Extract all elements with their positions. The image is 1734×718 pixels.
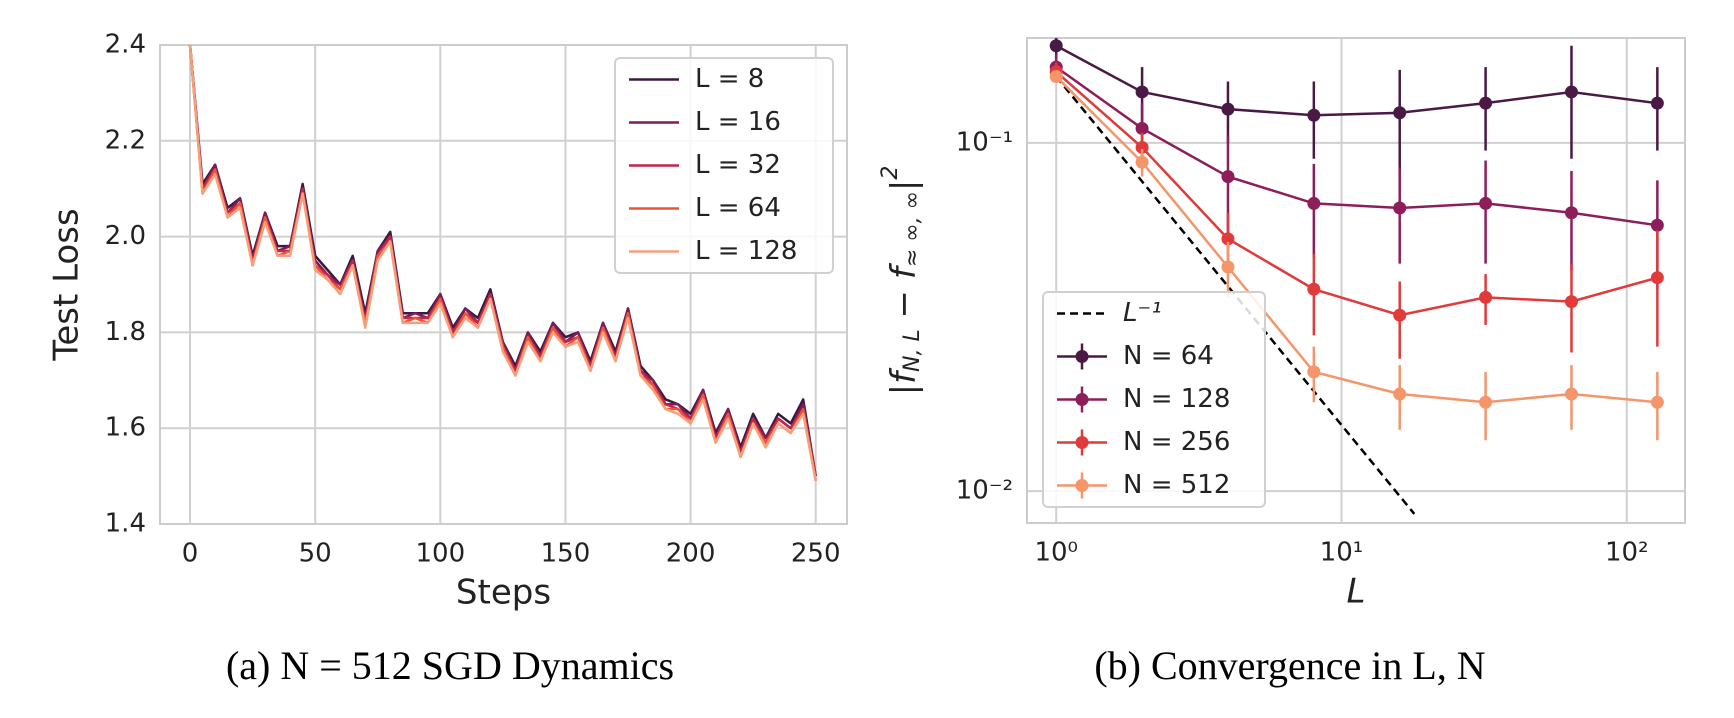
legend-label: L = 32 <box>695 150 781 180</box>
x-tick-label: 10⁰ <box>1034 538 1078 568</box>
x-tick-label: 10¹ <box>1320 538 1364 568</box>
marker <box>1307 108 1321 122</box>
x-tick-label: 0 <box>182 539 199 569</box>
series-line <box>1055 66 1658 227</box>
subplot: 0 50 100 150 200 250 1.4 1.6 1.8 2.0 2.2 2.4 Steps Te… <box>47 30 848 688</box>
legend-swatch-marker <box>1075 479 1089 492</box>
marker <box>1393 106 1407 120</box>
marker <box>1393 387 1407 401</box>
plot-marks <box>1049 38 1664 515</box>
plot-marks <box>188 45 817 482</box>
y-axis-label-part: N, L <box>900 329 925 372</box>
y-tick-label: 10⁻² <box>956 476 1013 506</box>
marker <box>1221 170 1235 184</box>
legend-label: N = 512 <box>1123 470 1230 500</box>
legend-label: N = 64 <box>1123 341 1214 371</box>
marker <box>1650 271 1664 285</box>
series-line <box>1055 70 1658 317</box>
marker <box>1479 395 1493 409</box>
y-tick-label: 1.4 <box>105 509 146 539</box>
y-axis-label: |fN, L − f≈ ∞, ∞|2 <box>878 166 925 396</box>
marker <box>1135 121 1149 135</box>
legend-label: L = 16 <box>695 107 781 137</box>
marker <box>1307 282 1321 296</box>
y-axis-label-part: ≈ ∞, ∞ <box>900 191 925 267</box>
y-tick-label: 2.0 <box>105 221 146 251</box>
marker <box>1650 395 1664 409</box>
legend-box <box>1042 291 1266 508</box>
y-tick-label: 10⁻¹ <box>956 127 1013 157</box>
legend: L⁻¹ N = 64 N = 128 N = 256 N = 512 <box>1042 291 1266 508</box>
y-axis-label-part: − f <box>884 262 924 329</box>
marker <box>1479 96 1493 110</box>
y-axis-label: Test Loss <box>47 208 87 361</box>
x-tick-label: 10² <box>1605 538 1649 568</box>
marker <box>1393 201 1407 215</box>
marker <box>1650 96 1664 110</box>
marker <box>1650 218 1664 232</box>
legend-swatch-marker <box>1075 350 1089 363</box>
x-tick-label: 250 <box>791 539 841 569</box>
marker <box>1049 70 1063 84</box>
y-axis-label-part: | <box>884 180 924 191</box>
marker <box>1135 85 1149 99</box>
subplot: 10⁰ 10¹ 10² 10⁻² 10⁻¹ L |fN, L − f≈ ∞, ∞|2 (b) … <box>878 37 1686 688</box>
legend: L = 8 L = 16 L = 32 L = 64 L = 128 <box>614 57 834 274</box>
marker <box>1135 155 1149 169</box>
series-line <box>1055 44 1658 117</box>
legend-label: L = 128 <box>695 236 797 266</box>
y-tick-label: 2.2 <box>105 125 146 155</box>
legend-label: N = 128 <box>1123 384 1230 414</box>
marker <box>1307 196 1321 210</box>
legend-swatch-marker <box>1075 393 1089 406</box>
marker <box>1049 39 1063 53</box>
x-tick-label: 150 <box>541 539 591 569</box>
caption: (b) Convergence in L, N <box>1094 643 1485 688</box>
y-axis-label-part: 2 <box>878 166 903 180</box>
x-tick-label: 50 <box>299 539 332 569</box>
marker <box>1221 260 1235 274</box>
x-axis-label: Steps <box>456 573 551 613</box>
marker <box>1221 102 1235 116</box>
caption: (a) N = 512 SGD Dynamics <box>226 643 674 688</box>
reference-line <box>1055 75 1416 515</box>
marker <box>1564 85 1578 99</box>
legend-label: L = 64 <box>695 193 781 223</box>
x-axis-label: L <box>1347 572 1366 612</box>
plot-frame <box>1026 37 1686 524</box>
marker <box>1479 196 1493 210</box>
plot-frame <box>159 44 848 525</box>
marker <box>1564 387 1578 401</box>
x-tick-label: 100 <box>415 539 465 569</box>
series-line <box>188 45 817 482</box>
y-tick-label: 1.6 <box>105 413 146 443</box>
marker <box>1564 206 1578 220</box>
marker <box>1564 295 1578 309</box>
legend-swatch-marker <box>1075 436 1089 449</box>
x-tick-label: 200 <box>666 539 716 569</box>
marker <box>1221 232 1235 246</box>
series-line <box>1055 75 1658 404</box>
legend-label: N = 256 <box>1123 427 1230 457</box>
marker <box>1479 290 1493 304</box>
marker <box>1393 308 1407 322</box>
marker <box>1307 365 1321 379</box>
y-tick-label: 1.8 <box>105 317 146 347</box>
legend-box <box>614 57 834 274</box>
y-tick-label: 2.4 <box>105 30 146 60</box>
legend-label: L⁻¹ <box>1123 298 1162 328</box>
legend-label: L = 8 <box>695 64 764 94</box>
marker <box>1135 140 1149 154</box>
